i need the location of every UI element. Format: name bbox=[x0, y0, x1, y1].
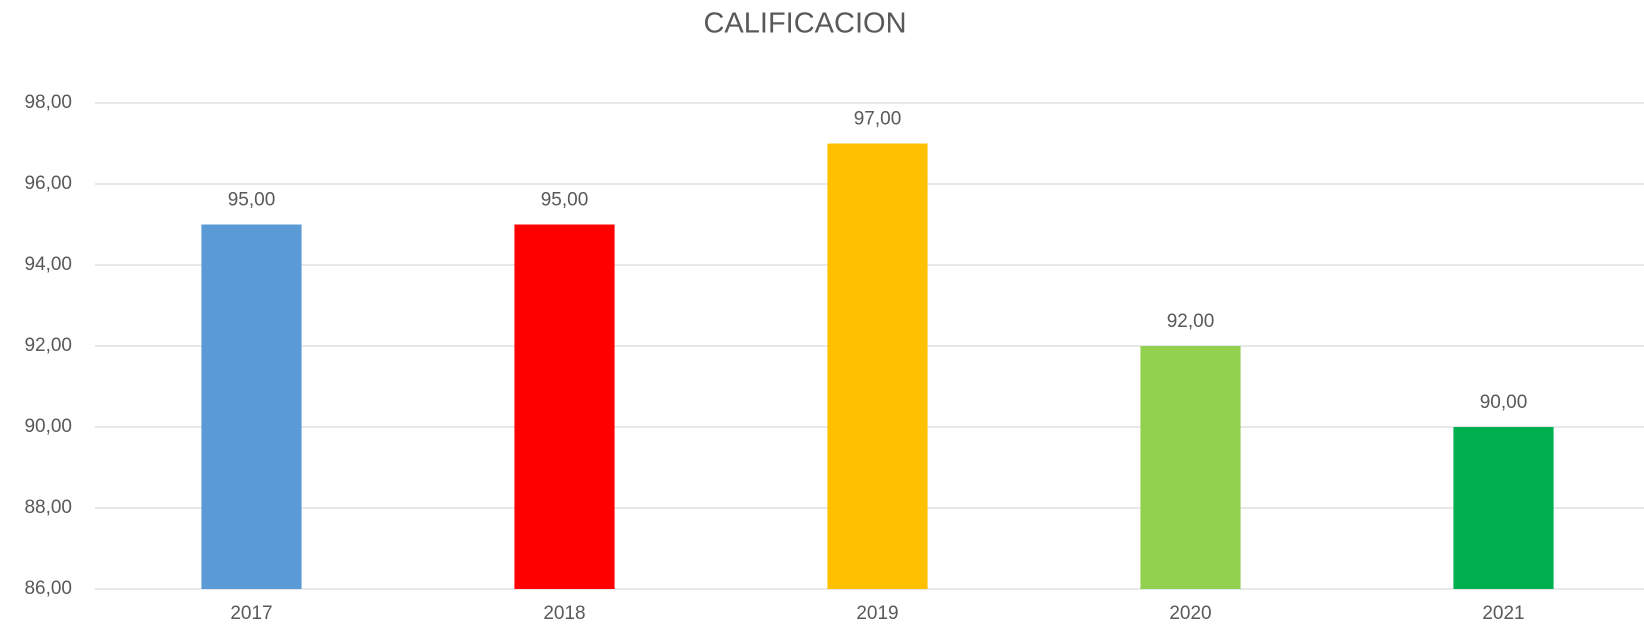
data-label: 92,00 bbox=[1167, 311, 1215, 332]
y-tick-label: 98,00 bbox=[24, 92, 72, 113]
y-tick-label: 96,00 bbox=[24, 173, 72, 194]
x-tick-label: 2020 bbox=[1169, 603, 1211, 624]
x-tick-label: 2021 bbox=[1482, 603, 1524, 624]
y-tick-label: 92,00 bbox=[24, 335, 72, 356]
data-label: 97,00 bbox=[854, 109, 902, 130]
bar bbox=[1140, 346, 1241, 589]
data-label: 95,00 bbox=[541, 190, 589, 211]
x-tick-label: 2017 bbox=[230, 603, 272, 624]
y-tick-label: 86,00 bbox=[24, 578, 72, 599]
chart-title: CALIFICACION bbox=[703, 8, 906, 40]
bar bbox=[827, 143, 928, 589]
y-tick-label: 90,00 bbox=[24, 416, 72, 437]
bar bbox=[201, 224, 302, 589]
x-tick-label: 2018 bbox=[543, 603, 585, 624]
data-label: 95,00 bbox=[228, 190, 276, 211]
data-label: 90,00 bbox=[1480, 392, 1528, 413]
y-tick-label: 94,00 bbox=[24, 254, 72, 275]
bar bbox=[514, 224, 615, 589]
y-tick-label: 88,00 bbox=[24, 497, 72, 518]
bar bbox=[1453, 427, 1554, 589]
x-tick-label: 2019 bbox=[856, 603, 898, 624]
